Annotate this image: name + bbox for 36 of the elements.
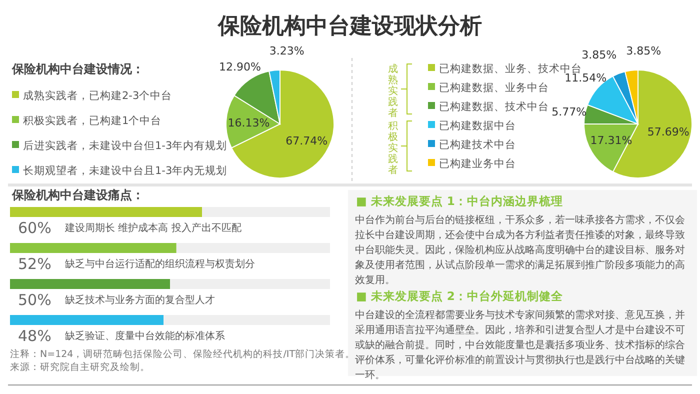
category-label: 缺乏技术与业务方面的复合型人才 [65,295,215,306]
legend-label: 长期观望者，未建设中台且1-3年内无规划 [23,164,228,177]
chart-title: 保险机构中台建设现状分析 [217,14,482,39]
category-label: 缺乏与中台运行适配的组织流程与权责划分 [65,259,255,270]
data-label: 52% [18,255,52,273]
data-label: 50% [18,291,52,309]
legend-label: 已构建数据中台 [439,119,516,132]
data-label: 67.74% [286,134,328,148]
chart-title: 保险机构中台建设痛点： [11,188,144,202]
data-label: 16.13% [228,116,270,130]
data-label: 60% [18,219,52,237]
text: ■ 未来发展要点 2：中台外延机制健全 [356,289,564,303]
text: 保险机构中台建设情况： [11,62,144,76]
data-label: 3.85% [626,44,662,58]
text: 中台建设的全流程都需要业务与技术专家间频繁的需求对接、意见互换，并采用通用语言拉平沟通壁垒。因此，培养和引进复合型人才是中台建设不可或缺的融合前提。同时，中台效能度量也是囊括多项业务、技术指标的综合评价体系，可量化评价标准的前置设计与贯彻执行也是践行中台战略的关键一环。 [355,309,685,381]
data-label: 5.77% [552,105,587,118]
text: 中台作为前台与后台的链接枢纽，干系众多，若一味承接各方需求，不仅会拉长中台建设周期，还会使中台成为各方利益者责任推诿的对象，最终导致中台职能失灵。因此，保险机构应从战略高度明确中台的建设目标、服务对象及使用者范围，从试点阶段单一需求的满足拓展到推广阶段多项能力的高效复用。 [355,214,685,286]
text: 成熟实践者 [388,63,398,119]
text: ■ 未来发展要点 1：中台内涵边界梳理 [356,194,563,208]
data-label: 3.85% [582,48,617,62]
legend-label: 后进实践者，未建设中台但1-3年内有规划 [23,139,228,152]
data-label: 3.23% [269,44,304,58]
data-label: 57.69% [647,125,690,138]
legend-label: 已构建数据、业务中台 [439,81,549,94]
legend-label: 成熟实践者，已构建2-3个中台 [23,89,172,102]
legend-label: 积极实践者，已构建1个中台 [23,114,162,127]
category-label: 建设周期长 维护成本高 投入产出不匹配 [65,223,242,234]
annotation: 注释：N=124，调研范畴包括保险公司、保险经代机构的科技/IT部门决策者。 [10,348,356,360]
legend-label: 已构建数据、技术中台 [439,100,549,113]
data-label: 12.90% [219,60,261,74]
data-label: 48% [18,327,52,345]
legend-label: 已构建业务中台 [439,157,516,170]
category-label: 缺乏验证、度量中台效能的标准体系 [65,331,225,342]
source-note: 来源：研究院自主研究及绘制。 [10,361,150,373]
text: 积极实践者 [387,121,398,176]
legend-label: 已构建技术中台 [439,138,516,151]
